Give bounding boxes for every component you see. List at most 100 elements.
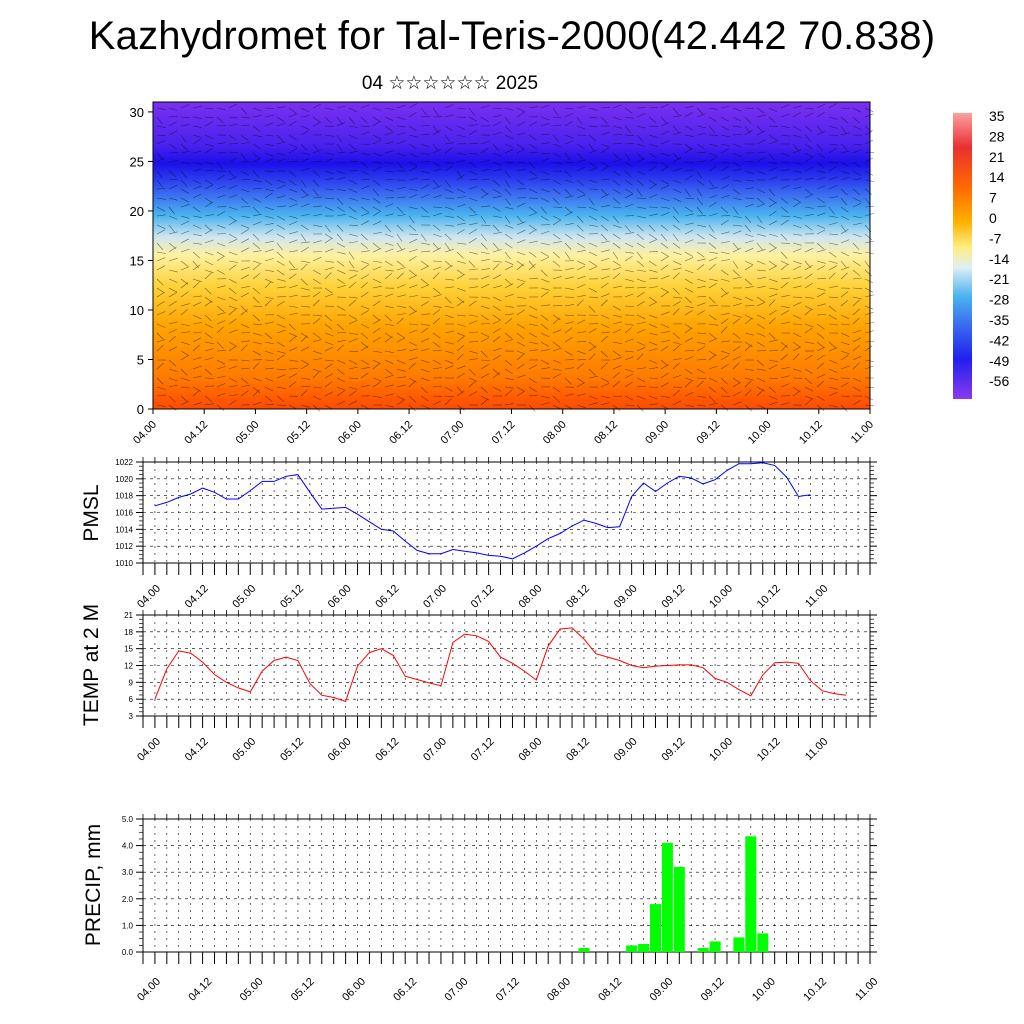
wind-barb — [240, 323, 250, 329]
y-tick-label: 5.0 — [122, 815, 134, 824]
wind-barb — [756, 389, 764, 397]
wind-barb — [840, 125, 847, 134]
wind-barb — [372, 294, 382, 298]
wind-barb — [216, 312, 226, 316]
wind-barb — [660, 345, 669, 352]
x-tick-label: 07.12 — [469, 736, 497, 764]
wind-barb — [264, 248, 274, 253]
wind-barb — [456, 251, 464, 259]
wind-barb — [864, 305, 874, 310]
wind-barb — [852, 116, 860, 124]
wind-barb — [264, 223, 274, 226]
wind-barb — [588, 353, 596, 361]
wind-barb — [612, 251, 619, 260]
wind-barb — [840, 341, 850, 346]
wind-barb — [468, 116, 478, 122]
wind-barb — [192, 365, 202, 370]
wind-barb — [192, 402, 202, 406]
wind-barb — [804, 156, 813, 163]
wind-barb — [228, 278, 238, 284]
wind-barb — [528, 364, 538, 370]
wind-barb — [648, 116, 657, 123]
wind-barb — [276, 122, 286, 127]
wind-barb — [672, 107, 679, 116]
wind-barb — [624, 368, 634, 373]
y-axis-label: TEMP at 2 M — [80, 604, 103, 726]
wind-barb — [432, 260, 443, 262]
wind-barb — [540, 197, 550, 203]
wind-barb — [708, 283, 717, 289]
wind-barb — [312, 318, 321, 325]
y-tick-label: 20 — [130, 204, 144, 219]
wind-barb — [564, 170, 572, 178]
wind-barb — [408, 233, 419, 235]
wind-barb — [780, 367, 790, 370]
wind-barb — [444, 341, 454, 345]
wind-barb — [828, 260, 838, 264]
wind-barb — [348, 160, 359, 163]
wind-barb — [408, 194, 418, 199]
wind-barb — [648, 134, 658, 138]
wind-barb — [744, 296, 754, 302]
wind-barb — [732, 116, 742, 122]
x-tick-label: 10.12 — [755, 583, 783, 611]
wind-barb — [540, 287, 550, 291]
wind-barb — [684, 310, 693, 316]
wind-barb — [204, 184, 214, 190]
wind-barb — [192, 161, 202, 165]
wind-barb — [324, 237, 333, 244]
wind-barb — [864, 322, 874, 325]
wind-barb — [552, 373, 562, 379]
wind-barb — [612, 350, 621, 357]
wind-barb — [816, 229, 826, 235]
wind-barb — [636, 143, 646, 147]
wind-barb — [492, 143, 500, 152]
wind-barb — [396, 376, 406, 379]
wind-barb — [228, 345, 237, 352]
wind-barb — [636, 152, 644, 160]
wind-barb — [168, 300, 177, 307]
wind-barb — [684, 213, 694, 217]
wind-barb — [480, 332, 490, 338]
wind-barb — [456, 336, 465, 343]
wind-barb — [240, 197, 248, 205]
wind-barb — [492, 179, 500, 187]
wind-barb — [396, 317, 404, 325]
wind-barb — [540, 323, 549, 330]
wind-barb — [564, 112, 574, 118]
wind-barb — [444, 286, 454, 289]
wind-barb — [684, 392, 694, 397]
wind-barb — [240, 107, 248, 115]
wind-barb — [528, 332, 538, 338]
wind-barb — [600, 193, 610, 199]
wind-barb — [348, 269, 358, 272]
wind-barb — [468, 341, 479, 343]
wind-barb — [648, 377, 659, 379]
wind-barb — [756, 249, 766, 253]
wind-barb — [600, 205, 610, 208]
wind-barb — [216, 194, 226, 199]
wind-barb — [360, 264, 369, 271]
wind-barb — [792, 224, 802, 229]
colorbar-label: -14 — [989, 251, 1009, 267]
wind-barb — [588, 149, 598, 154]
wind-barb — [180, 377, 190, 381]
wind-barb — [696, 278, 706, 282]
wind-barb — [840, 251, 850, 257]
wind-barb — [408, 295, 418, 298]
wind-barb — [516, 323, 525, 329]
wind-barb — [660, 364, 669, 370]
wind-barb — [336, 332, 347, 334]
wind-barb — [240, 340, 250, 343]
wind-barb — [792, 276, 802, 280]
wind-barb — [624, 255, 633, 262]
wind-barb — [264, 367, 275, 370]
wind-barb — [240, 179, 251, 181]
wind-barb — [864, 113, 874, 118]
wind-barb — [660, 256, 669, 262]
wind-barb — [288, 273, 297, 280]
wind-barb — [696, 341, 706, 345]
wind-barb — [828, 206, 835, 215]
wind-barb — [840, 107, 851, 109]
